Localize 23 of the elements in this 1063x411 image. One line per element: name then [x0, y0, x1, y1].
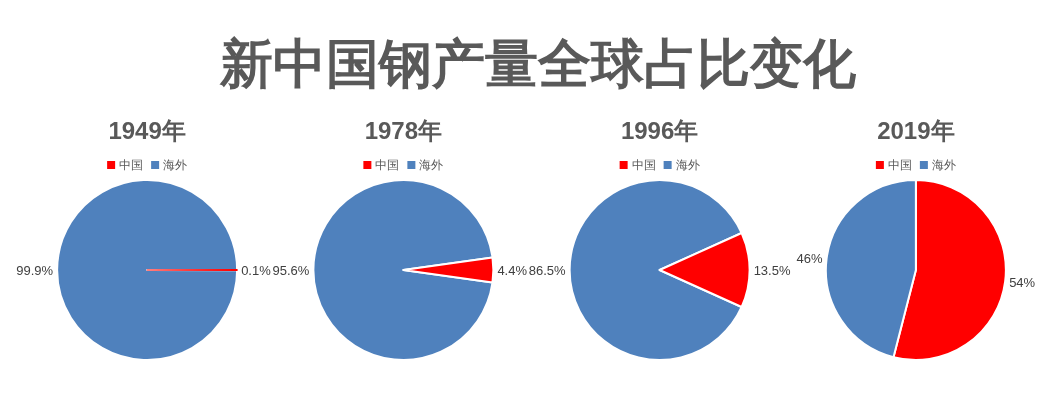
chart-title: 1949年	[108, 117, 186, 144]
data-label: 95.6%	[272, 263, 310, 278]
legend-label: 海外	[419, 158, 444, 172]
data-label: 4.4%	[497, 263, 528, 278]
legend-label: 中国	[375, 158, 400, 172]
legend-label: 中国	[631, 158, 656, 172]
text: 新中国钢产量全球占比变化	[219, 34, 857, 93]
legend-label: 海外	[163, 158, 188, 172]
legend-label: 海外	[931, 158, 956, 172]
data-label: 54%	[1009, 274, 1036, 290]
legend-label: 海外	[675, 158, 700, 172]
chart-title: 1996年	[620, 117, 699, 144]
chart-title: 2019年	[877, 117, 955, 144]
data-label: 99.9%	[16, 263, 54, 278]
data-label: 0.1%	[241, 263, 272, 278]
data-label: 86.5%	[528, 263, 567, 278]
legend-label: 中国	[887, 158, 912, 172]
legend-label: 中国	[119, 158, 144, 172]
pie-slice	[312, 179, 494, 361]
data-label: 13.5%	[753, 263, 791, 278]
chart-title: 1978年	[364, 117, 443, 144]
pie-slice	[56, 179, 239, 361]
data-label: 46%	[796, 251, 824, 267]
